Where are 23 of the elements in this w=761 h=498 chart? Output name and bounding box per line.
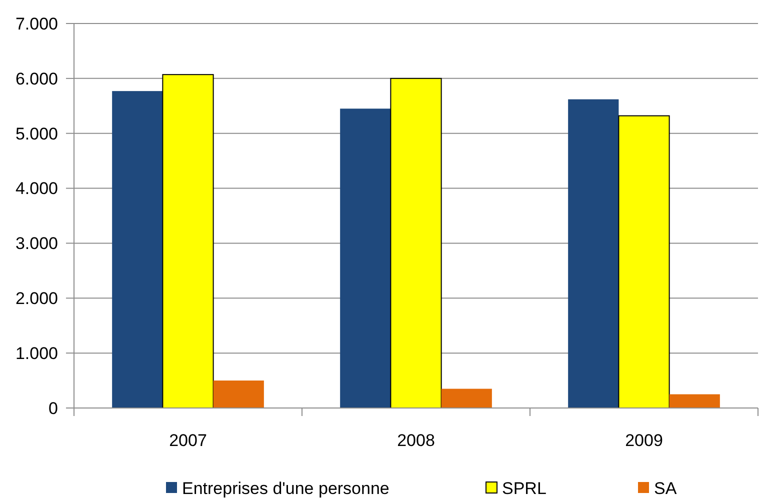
bar (618, 115, 670, 408)
legend-label: SPRL (502, 478, 546, 498)
legend-label: Entreprises d'une personne (182, 478, 390, 498)
bar (669, 394, 720, 408)
bar (112, 91, 163, 408)
bar (340, 108, 391, 408)
bar (441, 388, 492, 408)
bar (162, 74, 214, 408)
y-tick-label: 3.000 (15, 234, 58, 254)
y-tick-label: 4.000 (15, 179, 58, 198)
bar (390, 78, 442, 408)
bar (213, 380, 264, 408)
y-tick-label: 0 (48, 398, 58, 418)
legend-label: SA (654, 478, 678, 498)
x-tick-label: 2009 (625, 431, 663, 450)
y-tick-label: 1.000 (15, 344, 58, 364)
bar (568, 99, 619, 408)
y-tick-label: 7.000 (15, 14, 58, 34)
x-tick-label: 2007 (169, 431, 207, 450)
y-tick-label: 2.000 (15, 289, 58, 308)
y-tick-label: 6.000 (15, 69, 58, 88)
y-tick-label: 5.000 (15, 124, 58, 144)
x-tick-label: 2008 (397, 431, 435, 450)
